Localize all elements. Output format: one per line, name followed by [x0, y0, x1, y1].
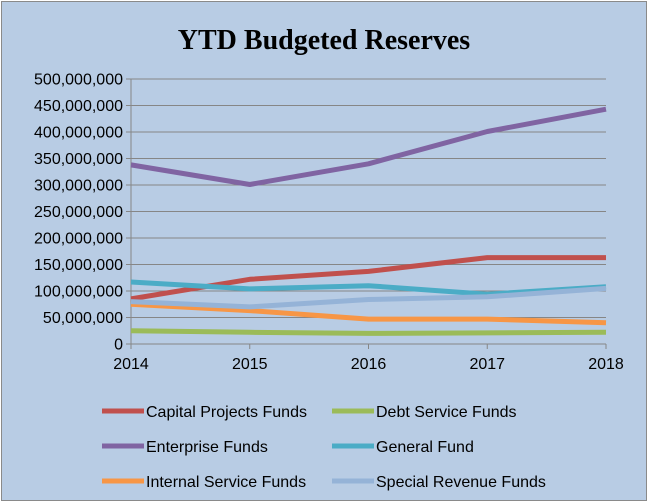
legend-label-general-fund: General Fund	[376, 439, 474, 456]
series-line-enterprise-funds	[130, 106, 607, 187]
legend-label-debt-service-funds: Debt Service Funds	[376, 404, 517, 421]
x-tick-label: 2015	[232, 356, 268, 373]
y-tick-label: 450,000,000	[34, 98, 123, 115]
y-tick-label: 400,000,000	[34, 125, 123, 142]
y-tick-label: 500,000,000	[34, 72, 123, 89]
legend-label-enterprise-funds: Enterprise Funds	[146, 439, 268, 456]
x-tick-label: 2017	[469, 356, 505, 373]
y-tick-label: 200,000,000	[34, 231, 123, 248]
x-tick-label: 2014	[113, 356, 149, 373]
y-tick-label: 50,000,000	[43, 310, 123, 327]
y-tick-label: 300,000,000	[34, 178, 123, 195]
y-tick-label: 350,000,000	[34, 151, 123, 168]
legend: Capital Projects Funds Debt Service Funds…	[102, 404, 546, 491]
legend-label-capital-projects-funds: Capital Projects Funds	[146, 404, 307, 421]
series-line-special-revenue-funds	[130, 285, 607, 310]
series-line-debt-service-funds	[130, 328, 607, 336]
series-line-internal-service-funds	[130, 301, 607, 326]
chart-title: YTD Budgeted Reserves	[178, 25, 471, 56]
legend-label-special-revenue-funds: Special Revenue Funds	[376, 474, 546, 491]
x-tick-label: 2016	[351, 356, 387, 373]
y-axis: 0 50,000,000 100,000,000 150,000,000 200,000…	[34, 72, 132, 354]
x-tick-label: 2018	[588, 356, 624, 373]
series-lines	[130, 106, 607, 336]
y-tick-label: 150,000,000	[34, 257, 123, 274]
y-tick-label: 0	[114, 337, 123, 354]
y-tick-label: 250,000,000	[34, 204, 123, 221]
legend-label-internal-service-funds: Internal Service Funds	[146, 474, 306, 491]
y-tick-label: 100,000,000	[34, 284, 123, 301]
x-axis: 2014 2015 2016 2017 2018	[113, 343, 624, 373]
